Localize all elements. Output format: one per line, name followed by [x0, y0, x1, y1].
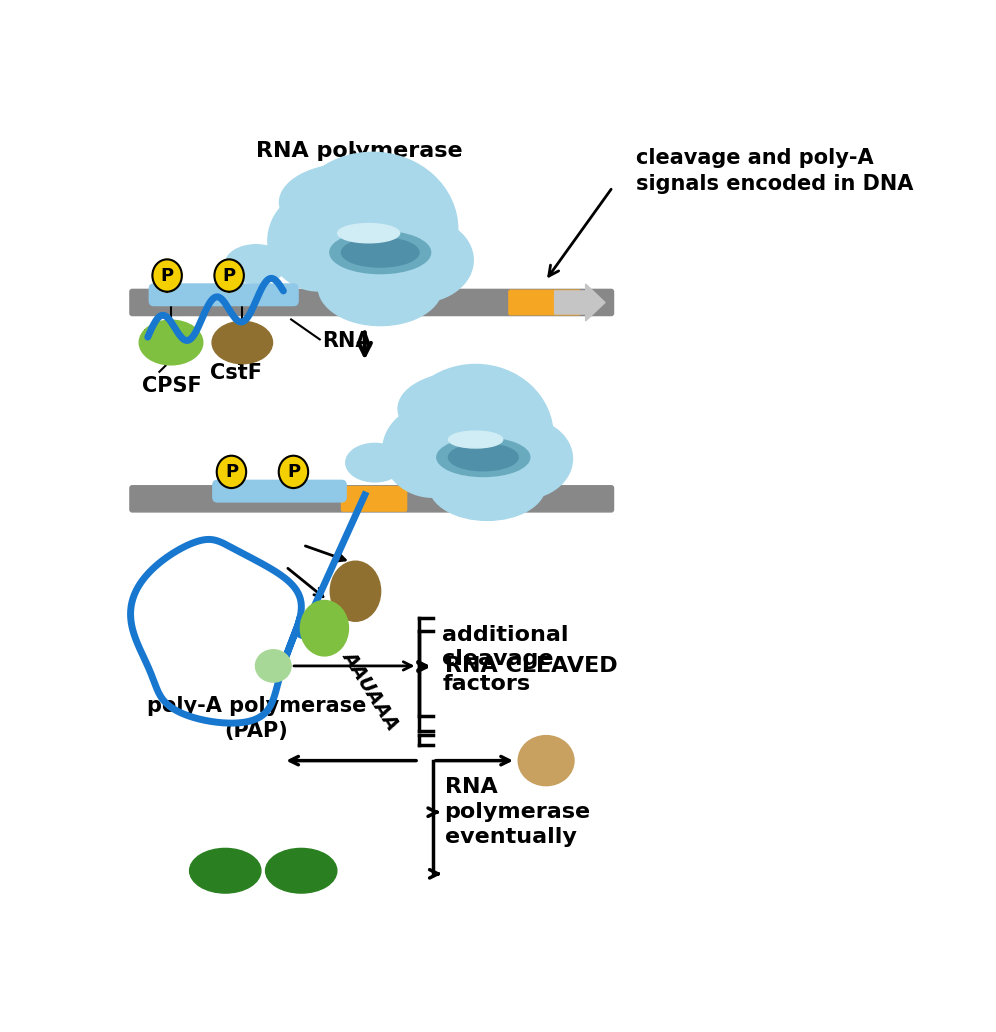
Ellipse shape: [342, 237, 419, 267]
FancyBboxPatch shape: [149, 284, 298, 305]
Ellipse shape: [448, 431, 503, 448]
Text: RNA CLEAVED: RNA CLEAVED: [444, 656, 618, 676]
FancyBboxPatch shape: [129, 486, 614, 512]
Text: cleavage and poly-A
signals encoded in DNA: cleavage and poly-A signals encoded in D…: [636, 149, 913, 194]
Text: P: P: [287, 463, 300, 481]
Ellipse shape: [152, 259, 182, 292]
Ellipse shape: [437, 438, 530, 477]
Ellipse shape: [472, 418, 573, 499]
Ellipse shape: [301, 601, 349, 656]
Ellipse shape: [266, 848, 337, 893]
Text: CstF: CstF: [210, 362, 262, 383]
Text: 5′: 5′: [141, 329, 161, 350]
FancyBboxPatch shape: [213, 480, 347, 502]
FancyArrow shape: [555, 284, 605, 321]
Text: RNA
polymerase
eventually: RNA polymerase eventually: [444, 777, 591, 847]
Ellipse shape: [398, 364, 553, 507]
Ellipse shape: [287, 153, 458, 307]
Ellipse shape: [189, 848, 261, 893]
Ellipse shape: [382, 405, 483, 497]
Ellipse shape: [225, 245, 287, 283]
Text: RNA polymerase: RNA polymerase: [256, 140, 462, 161]
Text: RNA: RNA: [322, 331, 372, 351]
Ellipse shape: [346, 444, 404, 482]
Ellipse shape: [214, 259, 244, 292]
Ellipse shape: [398, 373, 530, 446]
Ellipse shape: [518, 736, 574, 785]
Ellipse shape: [319, 249, 442, 325]
Ellipse shape: [268, 191, 369, 291]
Ellipse shape: [217, 456, 246, 488]
Ellipse shape: [280, 164, 419, 240]
Ellipse shape: [365, 218, 473, 302]
Text: P: P: [160, 266, 173, 285]
Ellipse shape: [331, 561, 380, 621]
Text: poly-A polymerase
(PAP): poly-A polymerase (PAP): [146, 696, 366, 741]
FancyBboxPatch shape: [129, 289, 614, 316]
Ellipse shape: [212, 321, 273, 363]
Text: additional
cleavage
factors: additional cleavage factors: [442, 624, 569, 695]
FancyBboxPatch shape: [509, 290, 581, 315]
Text: P: P: [225, 463, 238, 481]
FancyBboxPatch shape: [342, 486, 406, 511]
Ellipse shape: [330, 231, 430, 273]
Ellipse shape: [279, 456, 308, 488]
Text: AAUAAA: AAUAAA: [339, 647, 402, 733]
Text: P: P: [222, 266, 236, 285]
Ellipse shape: [429, 451, 546, 520]
Ellipse shape: [338, 224, 399, 243]
Ellipse shape: [448, 444, 518, 471]
Text: CPSF: CPSF: [141, 376, 201, 395]
Ellipse shape: [256, 650, 291, 682]
Ellipse shape: [139, 320, 203, 365]
